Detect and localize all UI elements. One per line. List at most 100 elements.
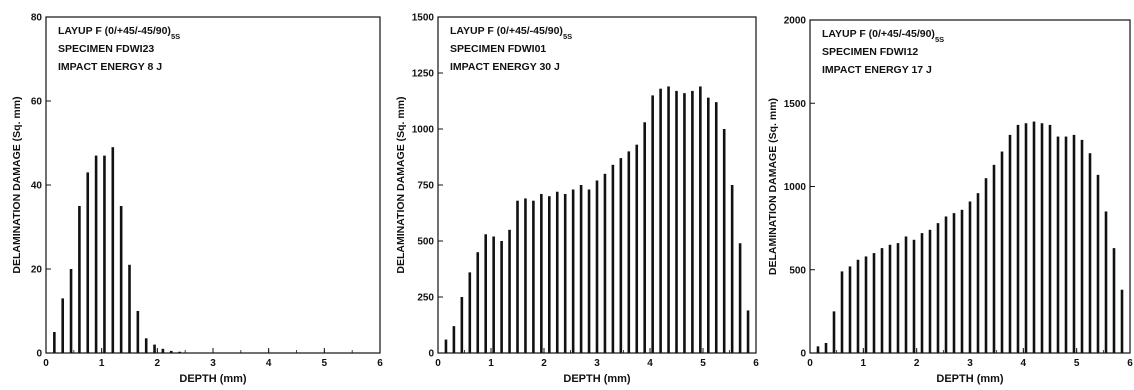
bar-8 [111,147,115,353]
bar-2 [452,326,456,353]
bar-6 [94,155,98,353]
bar-7 [103,155,106,353]
bar-5 [476,252,480,353]
y-tick-label: 1000 [784,182,807,193]
bar-25 [1008,134,1012,353]
x-axis-label: DEPTH (mm) [179,373,247,385]
x-tick-label: 1 [488,358,494,369]
annotation-layup: LAYUP F (0/+45/-45/90)5S [822,28,944,44]
bar-11 [524,198,527,353]
y-tick-label: 500 [417,237,434,248]
bar-6 [856,259,860,353]
bar-14 [161,348,165,353]
bar-4 [78,206,81,353]
annotation-impact-energy: IMPACT ENERGY 17 J [822,64,932,76]
bar-34 [707,97,710,353]
x-tick-label: 6 [1127,358,1133,369]
bar-15 [555,191,559,353]
annotation-layup: LAYUP F (0/+45/-45/90)5S [58,25,180,41]
x-tick-label: 0 [807,358,813,369]
y-tick-label: 1500 [412,13,435,24]
bar-32 [691,90,694,354]
bar-12 [144,338,148,353]
bar-37 [1104,211,1108,353]
bar-20 [595,180,599,353]
bar-2 [61,298,64,353]
bar-4 [840,271,844,353]
bar-12 [904,236,908,353]
bar-30 [675,90,678,354]
bar-10 [516,200,519,353]
bar-33 [1072,134,1076,353]
bar-21 [603,173,607,353]
x-tick-label: 2 [541,358,547,369]
bar-18 [952,213,956,353]
bar-14 [920,233,924,353]
bar-26 [643,122,646,353]
bar-8 [500,241,503,353]
bar-4 [468,272,472,353]
y-tick-label: 250 [417,293,434,304]
bar-32 [1064,136,1068,353]
bar-31 [1056,136,1060,353]
x-tick-label: 6 [377,358,383,369]
bar-1 [816,346,820,353]
y-tick-label: 80 [31,13,43,24]
y-tick-label: 0 [36,349,42,360]
chart-panel-3: 0 1 2 3 4 5 6 0 500 1000 1500 2000 DEPTH (mm) DELAMIN… [767,16,1133,386]
bar-15 [169,350,173,353]
bar-9 [119,206,123,353]
x-tick-label: 1 [99,358,105,369]
y-axis-label: DELAMINATION DAMAGE (Sq. mm) [11,96,23,273]
bar-39 [746,310,750,353]
x-tick-label: 4 [266,358,272,369]
bar-16 [563,193,567,353]
bar-28 [659,88,662,354]
annotation-impact-energy: IMPACT ENERGY 30 J [450,61,560,73]
bar-2 [824,343,828,353]
bar-21 [976,193,980,353]
bar-3 [69,269,73,353]
bar-7 [492,236,495,353]
bar-27 [651,95,654,354]
y-tick-label: 750 [417,181,434,192]
bar-13 [912,239,916,353]
annotation-impact-energy: IMPACT ENERGY 8 J [58,61,162,73]
bar-10 [888,244,892,353]
y-axis-label: DELAMINATION DAMAGE (Sq. mm) [395,96,407,273]
annotation-specimen: SPECIMEN FDWI23 [58,43,154,55]
bar-13 [540,193,543,353]
bar-17 [571,189,575,353]
bar-27 [1024,123,1028,353]
bar-23 [992,164,996,353]
bar-22 [611,164,615,353]
bar-35 [714,102,718,354]
y-tick-label: 1500 [784,99,807,110]
bar-22 [984,178,988,353]
annotation-layup: LAYUP F (0/+45/-45/90)5S [450,25,572,41]
bar-34 [1080,139,1084,353]
annotation-specimen: SPECIMEN FDWI01 [450,43,546,55]
bar-5 [848,266,852,353]
bar-1 [444,339,448,353]
y-tick-label: 20 [31,265,43,276]
y-tick-label: 500 [789,265,806,276]
x-tick-label: 3 [594,358,600,369]
y-tick-label: 2000 [784,16,807,27]
bar-7 [864,256,868,353]
bar-19 [960,209,964,353]
bar-6 [484,234,487,353]
x-tick-label: 4 [1021,358,1027,369]
x-tick-label: 2 [914,358,920,369]
x-axis-label: DEPTH (mm) [563,373,631,385]
bar-25 [635,144,639,353]
x-tick-label: 5 [322,358,328,369]
bar-29 [1040,123,1044,353]
bar-5 [86,172,90,353]
bar-26 [1016,124,1020,354]
x-tick-label: 0 [43,358,49,369]
x-tick-label: 2 [155,358,161,369]
bar-35 [1088,153,1092,353]
